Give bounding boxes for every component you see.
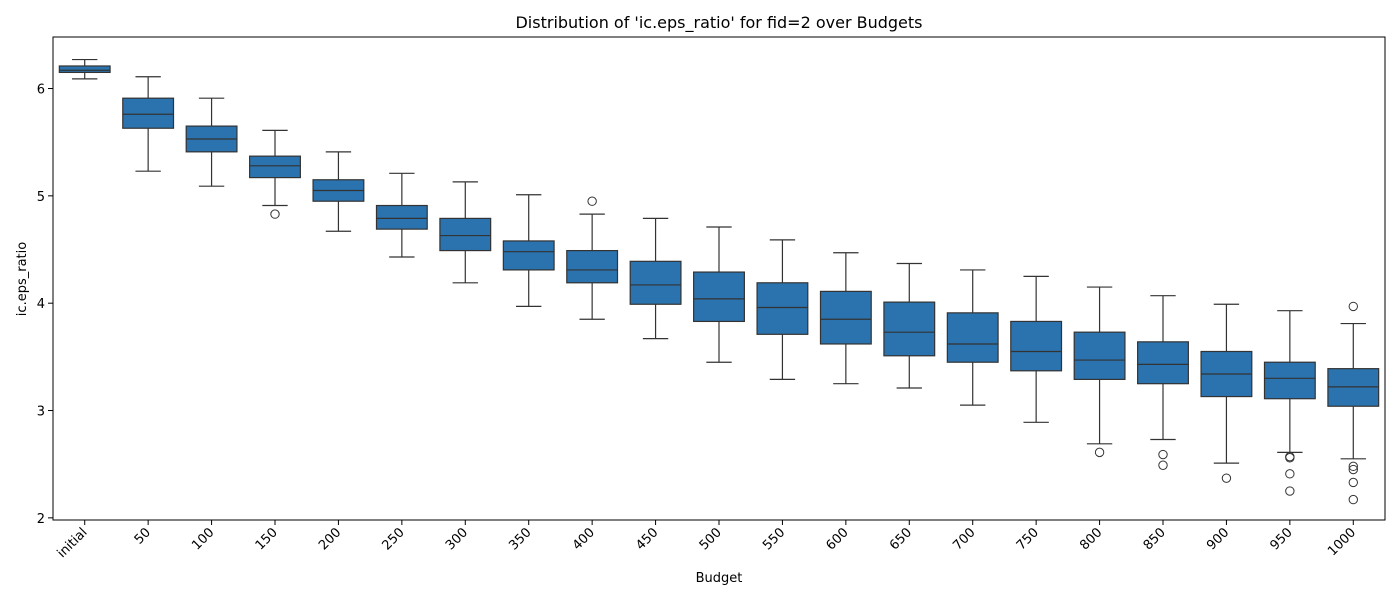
outlier-point <box>587 196 597 206</box>
box-group <box>249 129 301 219</box>
y-tick-label: 6 <box>37 83 45 98</box>
y-tick-label: 2 <box>37 512 45 527</box>
x-tick-label: 300 <box>443 525 471 553</box>
x-tick-label: 350 <box>506 525 534 553</box>
outlier-point <box>1285 453 1295 463</box>
box-iqr <box>883 301 936 357</box>
outlier-point <box>270 209 280 219</box>
outlier-point <box>1348 477 1358 488</box>
box-iqr <box>566 249 619 284</box>
x-tick-label: 50 <box>132 525 154 547</box>
x-tick-label: 400 <box>570 525 598 553</box>
x-tick-label: 200 <box>316 525 344 553</box>
x-tick-label: 850 <box>1141 525 1169 553</box>
box-iqr <box>629 260 682 305</box>
outlier-point <box>1285 486 1295 496</box>
x-tick-label: 500 <box>697 525 725 553</box>
chart-title: Distribution of 'ic.eps_ratio' for fid=2… <box>515 13 922 33</box>
x-axis-label: Budget <box>696 571 743 586</box>
box-iqr <box>693 271 745 323</box>
boxes-layer <box>58 58 1380 505</box>
outlier-point <box>1348 461 1358 472</box>
x-tick-label: 1000 <box>1325 525 1359 559</box>
box-iqr <box>1137 341 1189 385</box>
x-tick-label: 750 <box>1014 525 1042 553</box>
box-iqr <box>946 312 999 363</box>
box-group <box>756 239 809 380</box>
box-group <box>1200 303 1253 483</box>
x-tick-label: 700 <box>950 525 978 553</box>
box-group <box>629 217 682 340</box>
box-iqr <box>58 65 111 74</box>
box-group <box>375 172 428 258</box>
box-group <box>1263 310 1316 496</box>
box-group <box>122 76 175 172</box>
box-group <box>502 194 555 308</box>
x-axis-ticks: initial 50 100 150 200 250 300 350 400 450 500 550 6… <box>55 520 1359 561</box>
outlier-point <box>1158 449 1168 460</box>
box-iqr <box>756 282 809 335</box>
box-iqr <box>122 97 175 129</box>
box-group <box>819 252 872 385</box>
x-tick-label: 600 <box>824 525 852 553</box>
box-iqr <box>249 155 301 179</box>
x-tick-label: 950 <box>1268 525 1296 553</box>
plot-frame <box>52 36 1386 521</box>
box-group <box>1137 295 1189 470</box>
outlier-point <box>1094 447 1105 458</box>
box-group <box>1073 286 1126 458</box>
box-iqr <box>502 240 555 271</box>
box-iqr <box>375 204 428 230</box>
outlier-point <box>1221 473 1232 483</box>
box-group <box>439 181 492 284</box>
x-tick-label: 100 <box>189 525 217 553</box>
y-axis-ticks: 2 3 4 5 6 <box>37 83 53 527</box>
box-group <box>566 196 619 320</box>
outlier-point <box>1348 301 1358 312</box>
y-tick-label: 4 <box>37 297 45 312</box>
x-tick-label: 450 <box>633 525 661 553</box>
box-iqr <box>1263 361 1316 400</box>
box-iqr <box>819 290 872 345</box>
box-group <box>883 262 936 389</box>
box-group <box>946 269 999 406</box>
x-tick-label: 250 <box>380 525 408 553</box>
x-tick-label: 150 <box>253 525 281 553</box>
y-tick-label: 3 <box>37 405 45 420</box>
y-axis-label: ic.eps_ratio <box>15 242 30 316</box>
box-group <box>58 58 111 80</box>
box-group <box>1010 275 1063 423</box>
outlier-point <box>1348 464 1358 475</box>
box-iqr <box>1010 320 1063 372</box>
x-tick-label: 650 <box>887 525 915 553</box>
box-iqr <box>439 217 492 252</box>
y-tick-label: 5 <box>37 190 45 205</box>
box-group <box>185 97 238 187</box>
x-tick-label: initial <box>55 525 91 561</box>
box-group <box>1327 301 1380 505</box>
box-iqr <box>1073 331 1126 380</box>
box-group <box>693 226 745 363</box>
x-tick-label: 800 <box>1077 525 1105 553</box>
box-group <box>312 151 365 232</box>
outlier-point <box>1348 494 1358 505</box>
x-tick-label: 900 <box>1204 525 1232 553</box>
outlier-point <box>1158 460 1168 470</box>
x-tick-label: 550 <box>760 525 788 553</box>
outlier-point <box>1285 469 1295 479</box>
